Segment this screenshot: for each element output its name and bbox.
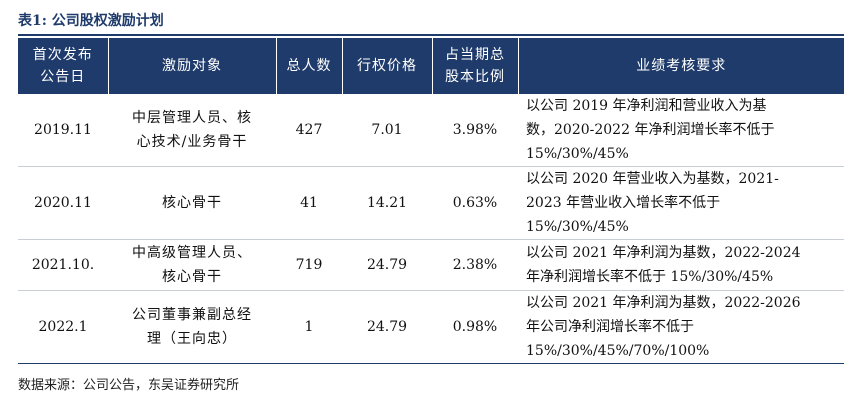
cell-requirement-line: 年公司净利润增长率不低于 [526,319,694,335]
cell-date: 2019.11 [18,94,108,167]
cell-target-line: 公司董事兼副总经 [132,307,252,323]
cell-price: 24.79 [342,290,432,364]
data-source-note: 数据来源：公司公告，东吴证券研究所 [18,378,240,393]
cell-count: 719 [276,239,342,291]
cell-requirement: 以公司 2021 年净利润为基数，2022-2026 年公司净利润增长率不低于 … [518,290,844,364]
table-title: 表1: 公司股权激励计划 [18,13,164,29]
header-date-line: 首次发布 [32,47,93,63]
title-divider [18,34,844,36]
cell-requirement-line: 数，2020-2022 年净利润增长率不低于 [526,122,775,138]
cell-requirement-line: 15%/30%/45% [526,219,629,235]
cell-ratio: 0.63% [432,166,518,240]
cell-target-line: 中高级管理人员、 [132,245,252,261]
cell-requirement-line: 年净利润增长率不低于 15%/30%/45% [526,269,774,285]
cell-requirement: 以公司 2021 年净利润为基数，2022-2024 年净利润增长率不低于 15… [518,239,844,291]
cell-requirement-line: 以公司 2021 年净利润为基数，2022-2024 [526,245,801,261]
table-row: 2019.11 中层管理人员、核 心技术/业务骨干 427 7.01 3.98%… [18,94,844,167]
cell-ratio: 3.98% [432,94,518,167]
cell-ratio: 0.98% [432,290,518,364]
cell-requirement-line: 15%/30%/45%/70%/100% [526,343,710,359]
header-count: 总人数 [275,38,342,94]
cell-requirement-line: 15%/30%/45% [526,146,629,162]
cell-target: 中层管理人员、核 心技术/业务骨干 [108,94,276,167]
header-ratio-line: 股本比例 [445,69,505,85]
table-header-row: 首次发布 公告日 激励对象 总人数 行权价格 占当期总 股本比例 业绩考核要求 [18,38,844,94]
cell-target-line: 中层管理人员、核 [132,110,252,126]
cell-requirement-line: 以公司 2020 年营业收入为基数，2021- [526,171,779,187]
cell-count: 1 [276,290,342,364]
cell-target-line: 核心骨干 [162,195,222,211]
cell-requirement: 以公司 2019 年净利润和营业收入为基 数，2020-2022 年净利润增长率… [518,94,844,167]
cell-requirement-line: 2023 年营业收入增长率不低于 [526,195,721,211]
incentive-plan-table: 首次发布 公告日 激励对象 总人数 行权价格 占当期总 股本比例 业绩考核要求 … [18,38,844,364]
cell-price: 14.21 [342,166,432,240]
cell-target-line: 核心骨干 [162,269,222,285]
cell-price: 24.79 [342,239,432,291]
cell-target: 中高级管理人员、 核心骨干 [108,239,276,291]
header-ratio: 占当期总 股本比例 [431,38,518,94]
header-requirement: 业绩考核要求 [517,38,844,94]
table-row: 2020.11 核心骨干 41 14.21 0.63% 以公司 2020 年营业… [18,166,844,240]
cell-date: 2020.11 [18,166,108,240]
cell-requirement: 以公司 2020 年营业收入为基数，2021- 2023 年营业收入增长率不低于… [518,166,844,240]
header-date: 首次发布 公告日 [18,38,108,94]
header-price: 行权价格 [341,38,432,94]
header-ratio-line: 占当期总 [445,47,505,63]
cell-date: 2022.1 [18,290,108,364]
cell-price: 7.01 [342,94,432,167]
table-row: 2021.10. 中高级管理人员、 核心骨干 719 24.79 2.38% 以… [18,239,844,291]
header-target: 激励对象 [107,38,276,94]
cell-target-line: 理（王向忠） [147,331,237,347]
cell-count: 41 [276,166,342,240]
cell-requirement-line: 以公司 2021 年净利润为基数，2022-2026 [526,295,801,311]
cell-target-line: 心技术/业务骨干 [136,134,248,150]
cell-ratio: 2.38% [432,239,518,291]
cell-date: 2021.10. [18,239,108,291]
cell-requirement-line: 以公司 2019 年净利润和营业收入为基 [526,98,767,114]
cell-count: 427 [276,94,342,167]
header-date-line: 公告日 [40,69,86,85]
cell-target: 公司董事兼副总经 理（王向忠） [108,290,276,364]
table-row: 2022.1 公司董事兼副总经 理（王向忠） 1 24.79 0.98% 以公司… [18,290,844,364]
cell-target: 核心骨干 [108,166,276,240]
